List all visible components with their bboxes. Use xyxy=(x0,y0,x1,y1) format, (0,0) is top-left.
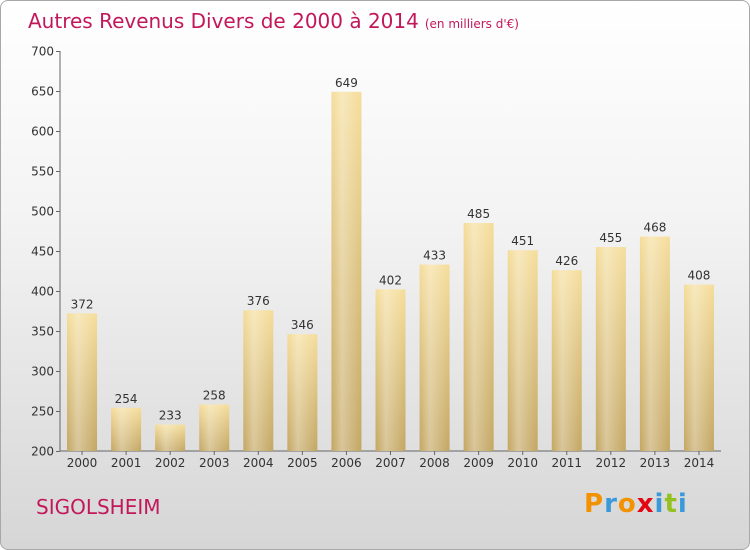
x-tick-label: 2006 xyxy=(331,456,362,470)
x-tick-label: 2007 xyxy=(375,456,406,470)
logo-letter: x xyxy=(636,489,655,519)
y-tick-label: 200 xyxy=(31,445,54,459)
bar-highlight xyxy=(639,236,670,451)
chart-title: Autres Revenus Divers de 2000 à 2014 (en … xyxy=(28,9,519,33)
location-name: SIGOLSHEIM xyxy=(36,495,161,519)
logo-letter: r xyxy=(604,489,618,519)
chart-title-main: Autres Revenus Divers de 2000 à 2014 xyxy=(28,9,419,33)
x-tick-label: 2001 xyxy=(111,456,142,470)
logo-letter: P xyxy=(584,489,605,519)
x-tick-label: 2010 xyxy=(507,456,538,470)
x-tick-label: 2000 xyxy=(67,456,98,470)
y-tick-label: 400 xyxy=(31,285,54,299)
chart-title-unit: (en milliers d'€) xyxy=(424,17,519,31)
x-tick-label: 2011 xyxy=(551,456,582,470)
bar-highlight xyxy=(111,407,142,451)
y-tick-label: 650 xyxy=(31,85,54,99)
bar-highlight xyxy=(287,334,318,451)
logo-letter: t xyxy=(664,489,678,519)
bar-highlight xyxy=(595,247,626,451)
y-tick-label: 550 xyxy=(31,165,54,179)
bar-highlight xyxy=(463,223,494,451)
bar-value-label: 254 xyxy=(115,392,138,406)
bar-highlight xyxy=(243,310,274,451)
x-tick-label: 2009 xyxy=(463,456,494,470)
bar-value-label: 455 xyxy=(599,231,622,245)
x-tick-label: 2003 xyxy=(199,456,230,470)
y-tick-label: 250 xyxy=(31,405,54,419)
bar-value-label: 258 xyxy=(203,389,226,403)
logo-letter: i xyxy=(654,489,665,519)
bar-value-label: 451 xyxy=(511,234,534,248)
bar-highlight xyxy=(419,264,450,451)
bar-value-label: 372 xyxy=(71,297,94,311)
bar-value-label: 426 xyxy=(555,254,578,268)
x-tick-label: 2014 xyxy=(684,456,715,470)
x-tick-label: 2012 xyxy=(596,456,627,470)
bar-highlight xyxy=(551,270,582,451)
y-tick-label: 500 xyxy=(31,205,54,219)
y-tick-label: 450 xyxy=(31,245,54,259)
x-tick-label: 2004 xyxy=(243,456,274,470)
x-tick-label: 2002 xyxy=(155,456,186,470)
bar-value-label: 468 xyxy=(643,221,666,235)
bar-value-label: 346 xyxy=(291,318,314,332)
x-tick-label: 2008 xyxy=(419,456,450,470)
bar-highlight xyxy=(507,250,538,451)
bar-value-label: 233 xyxy=(159,409,182,423)
bar-highlight xyxy=(683,284,714,451)
bar-value-label: 433 xyxy=(423,249,446,263)
logo-letter: i xyxy=(677,489,688,519)
bar-highlight xyxy=(67,313,98,451)
bar-value-label: 402 xyxy=(379,273,402,287)
bar-value-label: 376 xyxy=(247,294,270,308)
bar-value-label: 485 xyxy=(467,207,490,221)
x-tick-label: 2013 xyxy=(640,456,671,470)
logo-letter: o xyxy=(617,489,637,519)
y-tick-label: 700 xyxy=(31,45,54,59)
proxiti-logo: Proxiti xyxy=(584,489,688,519)
bar-highlight xyxy=(375,289,406,451)
y-tick-label: 350 xyxy=(31,325,54,339)
y-tick-label: 600 xyxy=(31,125,54,139)
bar-value-label: 649 xyxy=(335,76,358,90)
bar-highlight xyxy=(331,91,362,452)
bar-highlight xyxy=(199,404,230,451)
x-tick-label: 2005 xyxy=(287,456,318,470)
y-tick-label: 300 xyxy=(31,365,54,379)
bar-value-label: 408 xyxy=(688,269,711,283)
bar-highlight xyxy=(155,424,186,451)
